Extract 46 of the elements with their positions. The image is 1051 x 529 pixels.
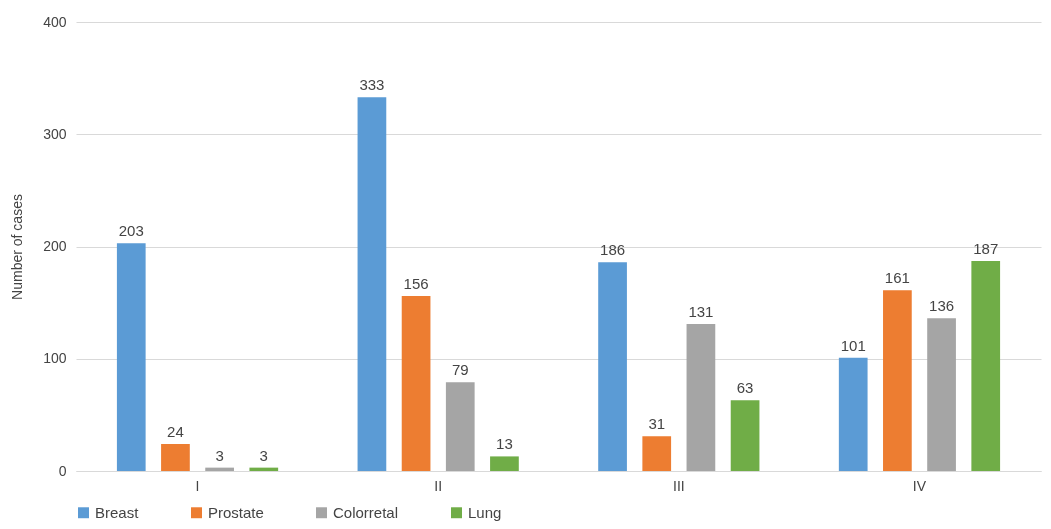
y-tick-label: 0 [58, 462, 67, 479]
bar [357, 97, 387, 471]
bar [161, 444, 190, 471]
bar [249, 467, 279, 471]
legend-label: Prostate [208, 503, 264, 521]
y-axis-title: Number of cases [9, 194, 26, 300]
data-label: 3 [215, 446, 224, 464]
bar [971, 261, 1001, 471]
bar [883, 290, 912, 471]
data-label: 161 [884, 269, 910, 287]
data-label: 63 [736, 379, 754, 397]
data-label: 13 [496, 435, 513, 453]
data-label: 79 [451, 361, 469, 379]
bar [686, 323, 716, 471]
x-tick-label: IV [912, 477, 927, 494]
bar [927, 318, 956, 471]
data-label: 101 [840, 336, 866, 354]
bar [445, 382, 475, 471]
data-label: 24 [167, 423, 184, 441]
y-tick-label: 400 [43, 13, 67, 30]
data-label: 333 [359, 76, 385, 94]
bar [642, 436, 672, 471]
legend-label: Breast [95, 503, 140, 521]
y-tick-label: 100 [43, 350, 67, 367]
y-tick-label: 300 [43, 125, 67, 142]
legend-label: Lung [468, 503, 502, 521]
data-label: 203 [118, 222, 144, 240]
bar [116, 243, 146, 471]
data-label: 31 [648, 415, 666, 433]
bar [838, 357, 868, 471]
legend-label: Colorretal [333, 503, 399, 521]
data-label: 187 [973, 240, 999, 258]
data-label: 3 [259, 446, 268, 464]
x-tick-label: I [195, 477, 200, 494]
x-tick-label: III [672, 477, 685, 494]
bar [490, 456, 519, 471]
bar [730, 400, 760, 471]
data-label: 136 [929, 297, 955, 315]
bar [401, 295, 431, 471]
data-label: 131 [688, 302, 714, 320]
x-tick-label: II [434, 477, 443, 494]
data-label: 186 [600, 241, 626, 259]
data-label: 156 [403, 274, 429, 292]
y-tick-label: 200 [43, 238, 67, 254]
bar [598, 262, 627, 471]
bar [205, 467, 234, 471]
